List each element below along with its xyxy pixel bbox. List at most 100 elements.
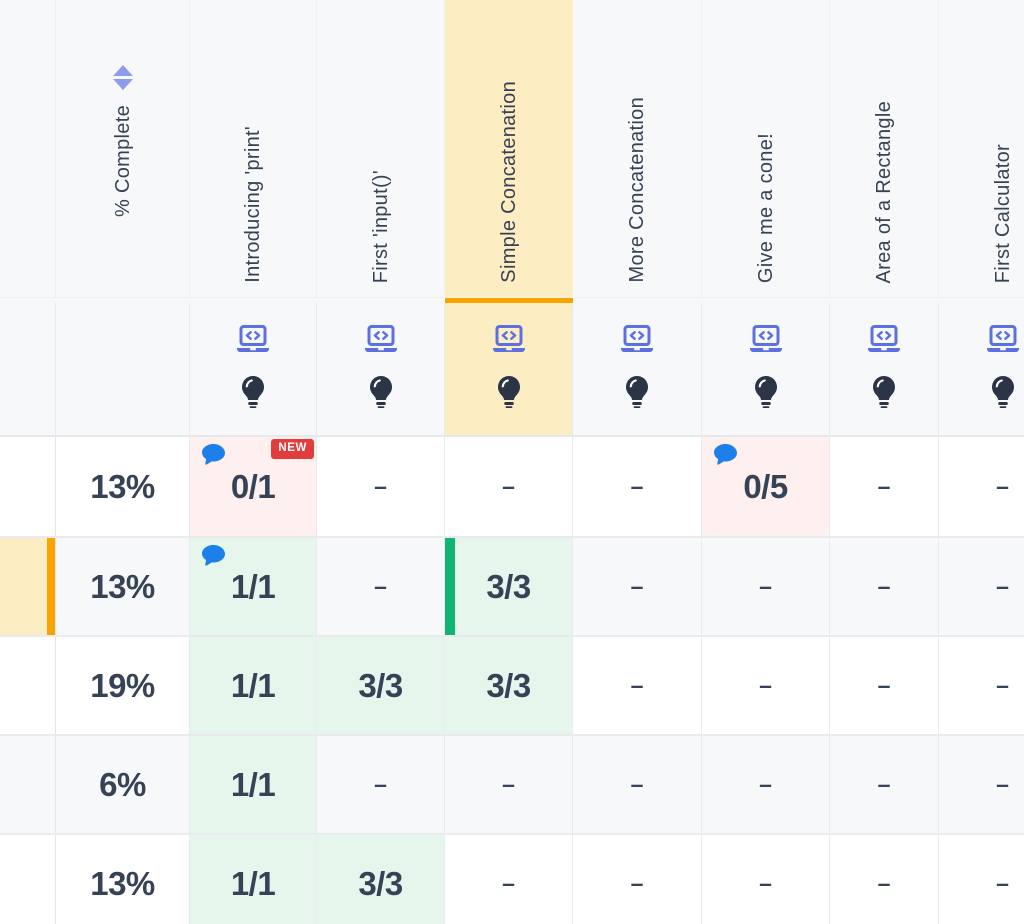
score-value: 3/3	[486, 666, 531, 704]
percent-value: 13%	[90, 864, 155, 902]
laptop-code-icon	[867, 325, 901, 359]
score-value: –	[374, 473, 387, 499]
percent-header-stack: % Complete	[112, 65, 134, 217]
score-cell[interactable]: –	[830, 736, 939, 833]
percent-cell: 13%	[56, 437, 190, 536]
column-header-area-of-a-rectangle[interactable]: Area of a Rectangle	[830, 0, 939, 297]
laptop-code-icon	[364, 325, 398, 359]
comment-icon	[714, 444, 737, 470]
score-cell[interactable]: –	[573, 736, 702, 833]
score-value: –	[877, 473, 891, 499]
score-cell[interactable]: –	[445, 437, 573, 536]
score-value: –	[630, 870, 644, 896]
score-value: 3/3	[358, 864, 403, 902]
sort-icon[interactable]	[112, 65, 133, 91]
score-cell[interactable]: 1/1	[190, 835, 317, 924]
score-cell[interactable]: –	[939, 538, 1024, 635]
score-value: –	[374, 771, 387, 797]
score-value: –	[502, 771, 515, 797]
assignment-icons-introducing-print[interactable]	[190, 303, 317, 435]
score-cell[interactable]: –	[317, 736, 445, 833]
score-cell[interactable]: –	[830, 437, 939, 536]
percent-value: 6%	[99, 765, 146, 803]
score-cell[interactable]: –	[317, 538, 445, 635]
score-value: –	[502, 870, 515, 896]
score-cell[interactable]: 3/3	[317, 835, 445, 924]
column-header-percent-complete[interactable]: % Complete	[56, 0, 190, 297]
score-cell[interactable]: NEW 0/1	[190, 437, 317, 536]
table-row: 13% 1/1 – 3/3 – – – –	[0, 536, 1024, 635]
score-value: 0/5	[743, 467, 788, 505]
score-cell[interactable]: –	[573, 538, 702, 635]
score-cell[interactable]: –	[573, 437, 702, 536]
score-cell[interactable]: –	[702, 637, 830, 734]
score-cell[interactable]: –	[939, 736, 1024, 833]
percent-cell: 13%	[56, 835, 190, 924]
table-row: 13% NEW 0/1 – – – 0/5 – –	[0, 437, 1024, 536]
score-cell[interactable]: 3/3	[445, 538, 573, 635]
lightbulb-icon	[242, 376, 264, 413]
score-cell[interactable]: –	[445, 736, 573, 833]
column-header-simple-concatenation[interactable]: Simple Concatenation	[445, 0, 573, 297]
column-header-introducing-print[interactable]: Introducing 'print'	[190, 0, 317, 297]
assignment-icons-give-me-a-cone[interactable]	[702, 303, 830, 435]
sort-desc-arrow	[112, 79, 133, 91]
table-row: 19% 1/1 3/3 3/3 – – – –	[0, 635, 1024, 734]
column-header-give-me-a-cone[interactable]: Give me a cone!	[702, 0, 830, 297]
lightbulb-icon	[626, 376, 648, 413]
score-cell[interactable]: 3/3	[317, 637, 445, 734]
lightbulb-icon	[497, 376, 520, 413]
score-value: 1/1	[230, 864, 276, 902]
score-cell[interactable]: 0/5	[702, 437, 830, 536]
student-row-strip	[0, 637, 56, 734]
score-cell[interactable]: 1/1	[190, 637, 317, 734]
laptop-code-icon	[749, 325, 783, 359]
score-cell[interactable]: –	[939, 835, 1024, 924]
score-cell[interactable]: –	[445, 835, 573, 924]
score-value: –	[996, 672, 1009, 698]
score-cell[interactable]: –	[573, 835, 702, 924]
percent-value: 13%	[90, 567, 155, 605]
score-cell[interactable]: –	[830, 637, 939, 734]
assignment-icons-simple-concatenation[interactable]	[445, 303, 573, 435]
score-cell[interactable]: 1/1	[190, 736, 317, 833]
score-value: 3/3	[358, 666, 403, 704]
score-value: 0/1	[230, 467, 276, 505]
column-header-label: Give me a cone!	[754, 132, 777, 283]
column-header-first-calculator[interactable]: First Calculator	[939, 0, 1024, 297]
column-header-label: More Concatenation	[626, 97, 648, 283]
percent-value: 19%	[90, 666, 155, 704]
score-cell[interactable]: –	[317, 437, 445, 536]
percent-cell: 6%	[56, 736, 190, 833]
score-cell[interactable]: –	[830, 538, 939, 635]
lightbulb-icon	[369, 376, 392, 413]
assignment-icons-first-input[interactable]	[317, 303, 445, 435]
column-header-label: First 'input()'	[369, 169, 392, 283]
assignment-icons-row	[0, 303, 1024, 437]
score-cell[interactable]: 1/1	[190, 538, 317, 635]
score-cell[interactable]: –	[573, 637, 702, 734]
sort-asc-arrow	[112, 65, 133, 77]
score-cell[interactable]: 3/3	[445, 637, 573, 734]
header-underline-row	[0, 297, 1024, 303]
score-cell[interactable]: –	[702, 538, 830, 635]
assignment-icons-more-concatenation[interactable]	[573, 303, 702, 435]
column-header-first-input[interactable]: First 'input()'	[317, 0, 445, 297]
assignment-icons-area-of-a-rectangle[interactable]	[830, 303, 939, 435]
score-value: 3/3	[486, 567, 531, 605]
percent-column-stub	[56, 303, 190, 435]
header-active-underline	[445, 298, 573, 303]
column-header-label: Area of a Rectangle	[873, 100, 895, 283]
score-cell[interactable]: –	[939, 637, 1024, 734]
score-cell[interactable]: –	[830, 835, 939, 924]
score-cell[interactable]: –	[702, 835, 830, 924]
score-cell[interactable]: –	[702, 736, 830, 833]
percent-cell: 19%	[56, 637, 190, 734]
assignment-icons-first-calculator[interactable]	[939, 303, 1024, 435]
student-row-strip	[0, 835, 56, 924]
student-column-stub	[0, 0, 56, 297]
column-header-more-concatenation[interactable]: More Concatenation	[573, 0, 702, 297]
score-value: 1/1	[230, 666, 276, 704]
score-cell[interactable]: –	[939, 437, 1024, 536]
